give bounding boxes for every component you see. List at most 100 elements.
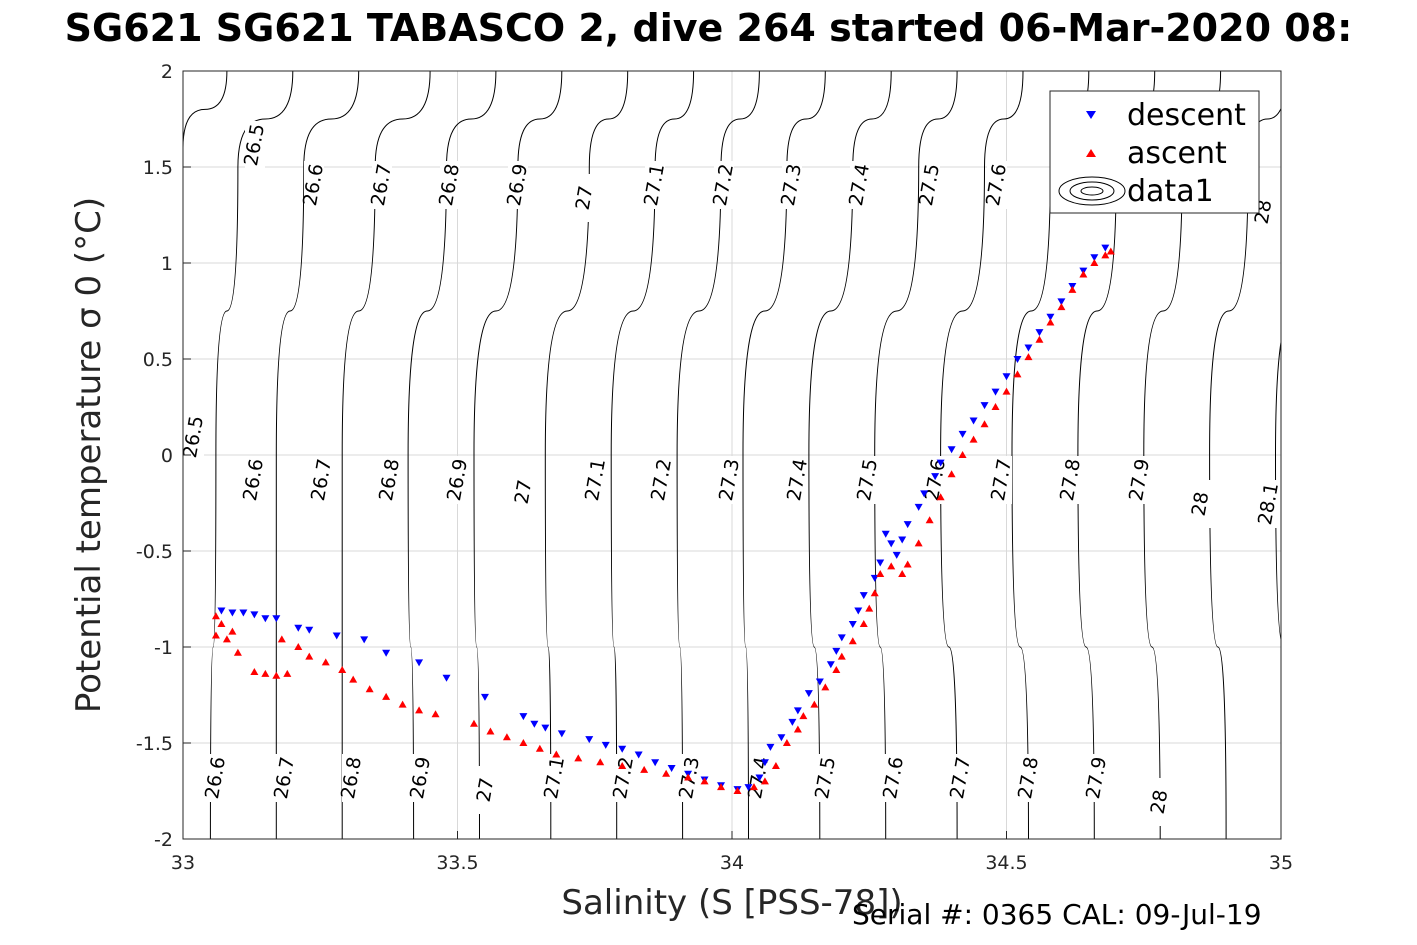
contour-label-bg — [920, 161, 940, 209]
y-tick-label: -0.5 — [136, 541, 173, 563]
ascent-point — [870, 589, 879, 597]
ascent-point — [1013, 370, 1022, 378]
density-contour-line — [610, 71, 695, 839]
descent-point — [1013, 356, 1022, 363]
contour-label-bg — [342, 754, 362, 802]
ascent-point — [618, 762, 627, 770]
ascent-point — [832, 666, 841, 674]
descent-point — [898, 536, 907, 544]
descent-point — [382, 649, 391, 657]
legend-descent-label: descent — [1127, 98, 1246, 133]
legend-data1-label: data1 — [1127, 174, 1214, 209]
ascent-point — [1002, 387, 1011, 395]
x-axis-ticks: 33 33.5 34 34.5 35 — [171, 831, 1293, 874]
ascent-point — [684, 773, 693, 781]
y-tick-label: -1.5 — [136, 733, 173, 755]
contour-label-bg — [440, 161, 460, 209]
ascent-point — [760, 777, 769, 785]
ascent-point — [1035, 335, 1044, 343]
ascent-point — [936, 493, 945, 501]
ascent-point — [865, 604, 874, 612]
contour-label-bg — [788, 456, 808, 504]
ascent-point — [486, 727, 495, 735]
contour-label: 27 — [473, 776, 499, 804]
ascent-point — [283, 669, 292, 677]
density-contour-line — [341, 71, 431, 839]
ascent-point — [1057, 303, 1066, 311]
descent-point — [832, 647, 841, 655]
descent-point — [332, 632, 341, 640]
descent-point — [530, 720, 539, 728]
legend-ascent-label: ascent — [1127, 136, 1227, 171]
descent-point — [777, 734, 786, 742]
descent-point — [519, 713, 528, 721]
descent-point — [305, 626, 314, 634]
y-tick-label: -2 — [154, 829, 173, 851]
legend-data1-marker — [1058, 176, 1126, 206]
contour-label-bg — [1150, 778, 1170, 826]
contour-label: 28 — [1188, 490, 1214, 518]
contour-label-bg — [304, 161, 324, 209]
descent-point — [261, 615, 270, 623]
descent-point — [876, 559, 885, 567]
ascent-point — [969, 435, 978, 443]
descent-point — [228, 609, 237, 617]
contour-label-bg — [652, 456, 672, 504]
descent-point — [634, 751, 643, 759]
contour-label: 28 — [1147, 788, 1173, 816]
contour-label-bg — [575, 174, 595, 222]
ascent-point — [662, 769, 671, 777]
ascent-point — [1024, 353, 1033, 361]
descent-point — [815, 678, 824, 686]
page-title: SG621 SG621 TABASCO 2, dive 264 started … — [64, 6, 1353, 50]
y-tick-label: 1 — [161, 253, 173, 275]
descent-point — [793, 707, 802, 715]
descent-point — [272, 615, 281, 623]
ascent-point — [717, 783, 726, 791]
descent-point — [854, 607, 863, 615]
ascent-point — [574, 754, 583, 762]
ascent-point — [349, 675, 358, 683]
ascent-point — [925, 516, 934, 524]
descent-point — [480, 693, 489, 701]
ascent-point — [771, 762, 780, 770]
ascent-point — [217, 619, 226, 627]
x-tick-label: 33.5 — [436, 852, 478, 874]
ascent-point — [552, 750, 561, 758]
ascent-point — [1101, 251, 1110, 259]
ascent-point — [250, 667, 259, 675]
ascent-point — [431, 710, 440, 718]
descent-point — [804, 690, 813, 698]
ascent-point — [502, 733, 511, 741]
ascent-point — [991, 403, 1000, 410]
descent-point — [217, 607, 226, 615]
contour-label-bg — [244, 456, 264, 504]
contour-label: 27 — [511, 478, 537, 506]
ascent-point — [793, 725, 802, 733]
y-tick-label: 2 — [161, 61, 173, 83]
contour-label-bg — [614, 754, 634, 802]
ascent-point — [228, 627, 237, 635]
descent-point — [980, 402, 989, 410]
ascent-point — [1046, 318, 1055, 326]
ascent-point — [810, 700, 819, 708]
density-contour-line — [1274, 339, 1281, 643]
density-contour-line — [874, 71, 958, 839]
ascent-series — [211, 247, 1115, 794]
contour-label-bg — [275, 754, 295, 802]
contour-label-bg — [858, 456, 878, 504]
ascent-point — [277, 635, 286, 643]
x-tick-label: 34 — [720, 852, 744, 874]
ascent-point — [365, 685, 374, 693]
ascent-point — [1068, 285, 1077, 293]
contour-label-bg — [514, 468, 534, 516]
contour-label-bg — [1061, 456, 1081, 504]
descent-point — [969, 417, 978, 425]
ascent-point — [1079, 270, 1088, 278]
x-tick-label: 34.5 — [985, 852, 1027, 874]
contour-labels: 26.526.6 26.7 26.8 26.9 27 27.1 27.2 27.3 27.4 27… — [179, 121, 1283, 826]
descent-point — [1090, 254, 1099, 262]
y-tick-label: 1.5 — [143, 157, 173, 179]
descent-point — [239, 609, 248, 617]
descent-point — [1002, 373, 1011, 381]
